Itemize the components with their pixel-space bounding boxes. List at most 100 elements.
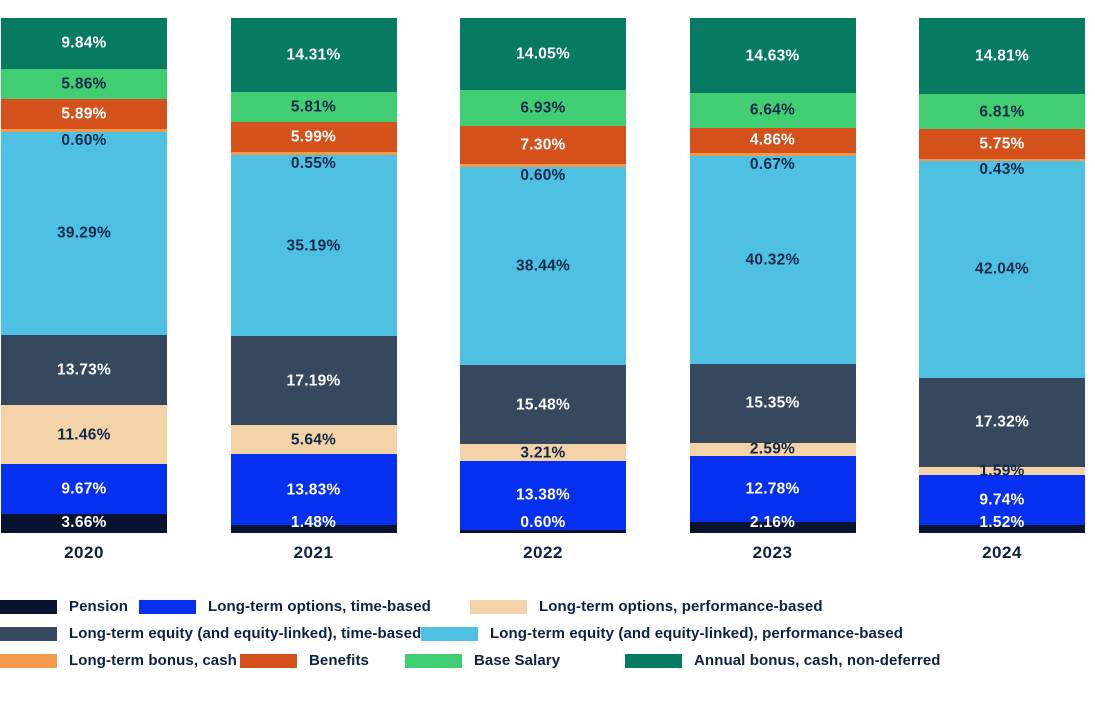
bar-segment: 6.64% — [689, 93, 856, 128]
legend-item: Base Salary — [405, 653, 560, 668]
chart-legend: Pension Long-term options, time-based Long… — [0, 597, 1095, 681]
legend-item-label: Pension — [69, 598, 129, 615]
segment-value-label: 5.89% — [61, 105, 107, 123]
stacked-bar: 14.05% 6.93% 7.30% 0.60% 38.44% 15.48% 3.21% 13… — [460, 18, 626, 533]
legend-item: Pension — [0, 599, 128, 614]
legend-swatch-icon — [405, 653, 462, 668]
x-axis-label: 2023 — [752, 543, 793, 562]
bar-segment: 17.19% — [230, 336, 397, 425]
legend-item-label: Annual bonus, cash, non-deferred — [694, 652, 941, 669]
bar-segment: 9.67% — [1, 464, 167, 515]
segment-value-label: 14.05% — [515, 45, 571, 63]
legend-swatch-icon — [470, 599, 527, 614]
segment-value-label: 13.38% — [515, 486, 571, 504]
bar-segment: 9.74% — [919, 475, 1085, 526]
segment-value-label: 9.74% — [979, 491, 1025, 509]
legend-item: Long-term bonus, cash — [0, 653, 237, 668]
stacked-bar: 14.31% 5.81% 5.99% 0.55% 35.19% 17.19% 5.64% 13… — [230, 18, 397, 533]
bar-segment: 11.46% — [1, 405, 167, 465]
legend-swatch-icon — [421, 626, 478, 641]
bar-segment: 13.73% — [1, 334, 167, 406]
segment-value-label: 9.84% — [61, 34, 107, 52]
legend-row: Long-term equity (and equity-linked), ti… — [0, 624, 1095, 651]
bar-segment: 13.83% — [230, 454, 397, 526]
stacked-bar: 14.81% 6.81% 5.75% 0.43% 42.04% 17.32% 1.59% 9.… — [919, 18, 1085, 533]
bar-segment: 4.86% — [689, 127, 856, 153]
bar-column-2022: 14.05% 6.93% 7.30% 0.60% 38.44% 15.48% 3.21% 13… — [460, 18, 626, 563]
legend-item: Long-term options, performance-based — [470, 599, 823, 614]
x-axis-label: 2022 — [523, 543, 563, 562]
legend-item: Long-term options, time-based — [139, 599, 431, 614]
segment-value-label: 17.19% — [286, 371, 341, 389]
segment-value-label: 2.59% — [749, 440, 796, 458]
bar-segment: 14.63% — [689, 18, 856, 94]
legend-swatch-icon — [139, 599, 196, 614]
segment-value-label: 6.93% — [520, 99, 566, 117]
segment-value-label: 4.86% — [749, 131, 796, 149]
legend-swatch-icon — [0, 599, 57, 614]
legend-swatch-icon — [0, 626, 57, 641]
legend-row: Long-term bonus, cash Benefits Base Salary… — [0, 651, 1095, 678]
bar-segment: 3.66% — [1, 514, 167, 533]
bar-segment: 12.78% — [689, 456, 856, 522]
legend-item-label: Long-term equity (and equity-linked), pe… — [490, 625, 904, 642]
bar-segment: 14.81% — [919, 18, 1085, 95]
segment-value-label: 5.81% — [290, 97, 337, 115]
segment-value-label: 6.81% — [979, 103, 1025, 121]
stacked-bar: 9.84% 5.86% 5.89% 0.60% 39.29% 13.73% 11.46% 9.… — [1, 18, 167, 533]
bar-segment: 5.86% — [1, 68, 167, 99]
segment-value-label: 5.99% — [290, 128, 337, 146]
bar-segment: 39.29% — [1, 132, 167, 335]
legend-item-label: Base Salary — [474, 652, 561, 669]
segment-value-label: 9.67% — [61, 480, 107, 498]
legend-item-label: Long-term equity (and equity-linked), ti… — [69, 625, 422, 642]
x-axis-label: 2024 — [982, 543, 1022, 562]
bar-column-2020: 9.84% 5.86% 5.89% 0.60% 39.29% 13.73% 11.46% 9.… — [1, 18, 167, 563]
bar-segment: 5.64% — [230, 425, 397, 455]
legend-item-label: Benefits — [309, 652, 369, 669]
bar-segment: 6.81% — [919, 94, 1085, 130]
segment-value-label: 42.04% — [974, 260, 1030, 278]
segment-value-label: 13.73% — [56, 361, 112, 379]
bar-segment: 2.16% — [689, 515, 856, 533]
bar-segment: 38.44% — [460, 166, 626, 365]
bar-segment: 13.38% — [460, 460, 626, 530]
segment-value-label: 15.35% — [745, 394, 800, 412]
legend-item-label: Long-term options, time-based — [208, 598, 431, 615]
segment-value-label: 38.44% — [515, 256, 571, 274]
bar-segment: 42.04% — [919, 161, 1085, 378]
legend-swatch-icon — [240, 653, 297, 668]
segment-value-label: 14.81% — [974, 47, 1030, 65]
legend-swatch-icon — [625, 653, 682, 668]
segment-value-label: 13.83% — [286, 480, 341, 498]
segment-value-label: 39.29% — [56, 224, 112, 242]
bar-column-2021: 14.31% 5.81% 5.99% 0.55% 35.19% 17.19% 5.64% 13… — [230, 18, 397, 563]
legend-item: Benefits — [240, 653, 369, 668]
segment-value-label: 12.78% — [745, 480, 800, 498]
legend-item-label: Long-term bonus, cash — [69, 652, 237, 669]
bar-segment: 6.93% — [460, 90, 626, 127]
bar-segment: 5.99% — [230, 121, 397, 153]
segment-value-label: 5.75% — [979, 135, 1025, 153]
bar-segment: 5.75% — [919, 129, 1085, 159]
segment-value-label: 35.19% — [286, 237, 341, 255]
bar-segment: 9.84% — [1, 18, 167, 69]
legend-item: Long-term equity (and equity-linked), ti… — [0, 626, 421, 641]
bar-segment: 1.48% — [230, 515, 397, 533]
bar-segment: 5.81% — [230, 91, 397, 122]
segment-value-label: 17.32% — [974, 413, 1030, 431]
bar-segment: 35.19% — [230, 155, 397, 337]
segment-value-label: 3.21% — [520, 443, 566, 461]
bar-segment: 17.32% — [919, 377, 1085, 467]
bar-segment: 14.05% — [460, 18, 626, 91]
segment-value-label: 14.31% — [286, 46, 341, 64]
segment-value-label: 14.63% — [745, 46, 800, 64]
legend-item: Annual bonus, cash, non-deferred — [625, 653, 941, 668]
segment-value-label: 3.66% — [61, 514, 107, 532]
segment-value-label: 5.86% — [61, 75, 107, 92]
legend-item: Long-term equity (and equity-linked), pe… — [421, 626, 903, 641]
segment-value-label: 7.30% — [520, 136, 566, 154]
bar-segment: 15.35% — [689, 363, 856, 443]
bar-column-2024: 14.81% 6.81% 5.75% 0.43% 42.04% 17.32% 1.59% 9.… — [919, 18, 1085, 563]
